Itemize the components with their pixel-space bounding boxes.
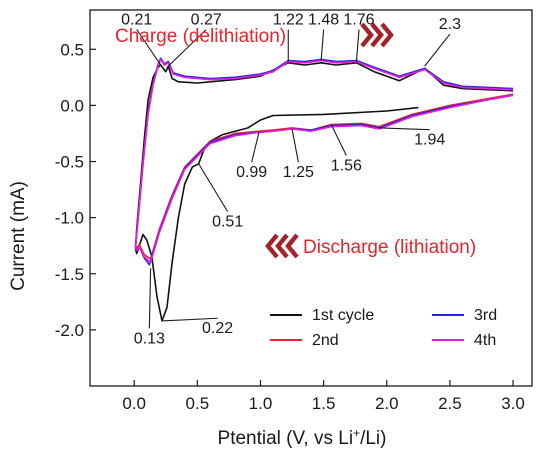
peak-label: 0.51	[212, 214, 243, 231]
peak-leader-line	[320, 29, 325, 61]
y-axis-title: Current (mA)	[8, 181, 29, 291]
peak-leader-line	[161, 317, 218, 322]
peak-label: 1.48	[308, 12, 339, 29]
legend-label: 2nd	[312, 332, 339, 349]
peak-label: 0.22	[202, 320, 233, 337]
peak-label: 1.25	[283, 164, 314, 181]
x-tick-label: 1.0	[249, 394, 273, 413]
x-axis-ticks: 0.0 0.5 1.0 1.5 2.0 2.5 3.0	[122, 380, 525, 413]
peak-leader-line	[136, 29, 162, 66]
y-tick-label: 0.0	[60, 96, 84, 115]
peak-label: 0.27	[191, 12, 222, 29]
legend-label: 1st cycle	[312, 307, 374, 324]
legend-label: 3rd	[474, 307, 497, 324]
charge-label: Charge (delithiation)	[115, 26, 286, 47]
y-tick-label: -0.5	[55, 153, 84, 172]
discharge-annotation: Discharge (lithiation)	[265, 233, 476, 259]
x-tick-label: 3.0	[501, 394, 525, 413]
peak-leader-line	[291, 128, 299, 163]
peak-label: 2.3	[439, 16, 461, 33]
peak-label: 1.22	[273, 12, 304, 29]
plot-frame	[89, 9, 533, 387]
peak-leader-line	[251, 131, 260, 163]
discharge-arrows-icon	[265, 233, 299, 259]
peak-leader-line	[198, 163, 229, 212]
peak-leader-line	[167, 29, 207, 67]
y-tick-label: -1.0	[55, 209, 84, 228]
charge-arrows-icon	[360, 22, 394, 48]
y-axis-ticks: 0.5 0.0 -0.5 -1.0 -1.5 -2.0	[55, 40, 96, 340]
discharge-label: Discharge (lithiation)	[303, 237, 476, 258]
peak-leader-line	[148, 268, 152, 329]
legend-label: 4th	[474, 332, 496, 349]
peak-leader-line	[355, 29, 360, 62]
chevron-icon	[265, 233, 279, 259]
peak-label: 1.56	[331, 158, 362, 175]
charge-annotation: Charge (delithiation)	[115, 22, 394, 48]
x-tick-label: 2.0	[375, 394, 399, 413]
chevron-icon	[380, 22, 394, 48]
peak-leader-line	[424, 33, 451, 67]
series-line-4	[134, 58, 514, 264]
peak-label: 0.21	[121, 12, 152, 29]
chevron-icon	[275, 233, 289, 259]
plot-area	[89, 9, 533, 387]
peak-labels: 0.21 0.27 1.22 1.48 1.76 2.3 0.99 1.25 1.56 1.94 0…	[121, 12, 461, 348]
y-tick-label: -2.0	[55, 321, 84, 340]
chevron-icon	[285, 233, 299, 259]
series-layer	[134, 57, 514, 322]
x-tick-label: 0.0	[122, 394, 146, 413]
x-tick-label: 0.5	[186, 394, 210, 413]
y-tick-label: 0.5	[60, 40, 84, 59]
x-tick-label: 2.5	[438, 394, 462, 413]
x-axis-title: Ptential (V, vs Li+/Li)	[218, 426, 387, 449]
y-tick-label: -1.5	[55, 265, 84, 284]
peak-label: 1.94	[414, 132, 445, 149]
peak-leader-line	[379, 127, 430, 131]
series-line-2	[134, 58, 514, 261]
peak-leader-line	[330, 124, 347, 156]
peak-label: 0.99	[236, 164, 267, 181]
peak-label: 1.76	[343, 12, 374, 29]
series-line-1	[134, 61, 514, 322]
peak-label: 0.13	[134, 330, 165, 347]
chevron-icon	[360, 22, 374, 48]
chevron-icon	[370, 22, 384, 48]
legend: 1st cycle 2nd 3rd 4th	[270, 307, 497, 349]
x-tick-label: 1.5	[312, 394, 336, 413]
